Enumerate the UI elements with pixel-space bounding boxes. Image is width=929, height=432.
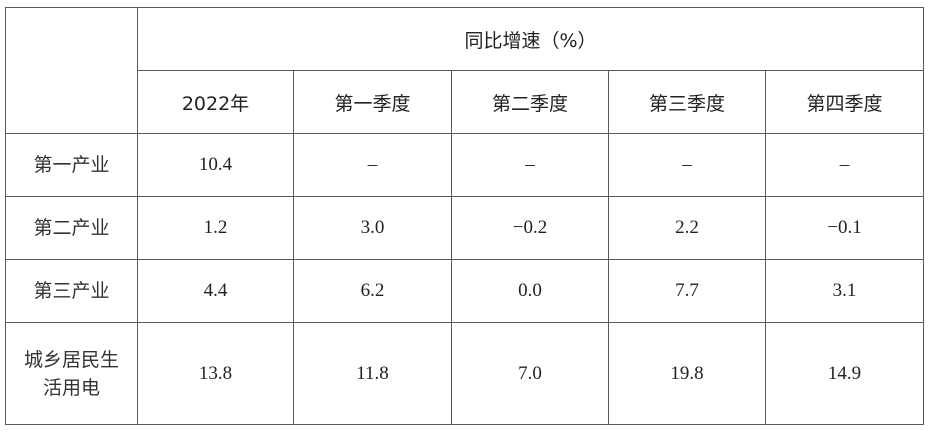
table-cell: 19.8	[608, 322, 766, 425]
row-label: 城乡居民生 活用电	[5, 322, 138, 425]
column-header: 第四季度	[764, 70, 925, 134]
table-row: 城乡居民生 活用电 13.8 11.8 7.0 19.8 14.9	[5, 322, 925, 425]
row-label-line: 活用电	[42, 376, 100, 399]
table-cell: 0.0	[451, 259, 609, 323]
growth-rate-table: 同比增速（%） 2022年 第一季度 第二季度 第三季度 第四季度 第一产业 1…	[5, 7, 925, 425]
table-cell: 3.0	[293, 196, 452, 260]
table-cell: 4.4	[137, 259, 294, 323]
table-row: 第三产业 4.4 6.2 0.0 7.7 3.1	[5, 259, 925, 323]
row-label: 第一产业	[5, 133, 138, 197]
column-header: 2022年	[137, 70, 294, 134]
header-row-group: 同比增速（%）	[5, 7, 925, 134]
table-cell: 10.4	[137, 133, 294, 197]
table-cell: 11.8	[293, 322, 452, 425]
table-cell: −0.2	[451, 196, 609, 260]
table-row: 第一产业 10.4 – – – –	[5, 133, 925, 197]
group-header: 同比增速（%）	[136, 7, 925, 71]
table-cell: 2.2	[608, 196, 766, 260]
header-row-columns: 2022年 第一季度 第二季度 第三季度 第四季度	[6, 70, 925, 134]
table-cell: –	[293, 133, 452, 197]
table-cell: –	[451, 133, 609, 197]
table-cell: –	[764, 133, 925, 197]
table-cell: 3.1	[764, 259, 925, 323]
row-label: 第二产业	[5, 196, 138, 260]
table-cell: –	[608, 133, 766, 197]
table-cell: 6.2	[293, 259, 452, 323]
table-cell: 14.9	[764, 322, 925, 425]
column-header: 第二季度	[451, 70, 609, 134]
table-row: 第二产业 1.2 3.0 −0.2 2.2 −0.1	[5, 196, 925, 260]
table-cell: 7.0	[451, 322, 609, 425]
table-cell: −0.1	[764, 196, 925, 260]
row-label-line: 城乡居民生	[23, 348, 119, 371]
row-label: 第三产业	[5, 259, 138, 323]
table-cell: 7.7	[608, 259, 766, 323]
column-header: 第三季度	[608, 70, 766, 134]
table-cell: 13.8	[137, 322, 294, 425]
table-cell: 1.2	[137, 196, 294, 260]
column-header: 第一季度	[293, 70, 452, 134]
corner-cell	[5, 7, 138, 134]
